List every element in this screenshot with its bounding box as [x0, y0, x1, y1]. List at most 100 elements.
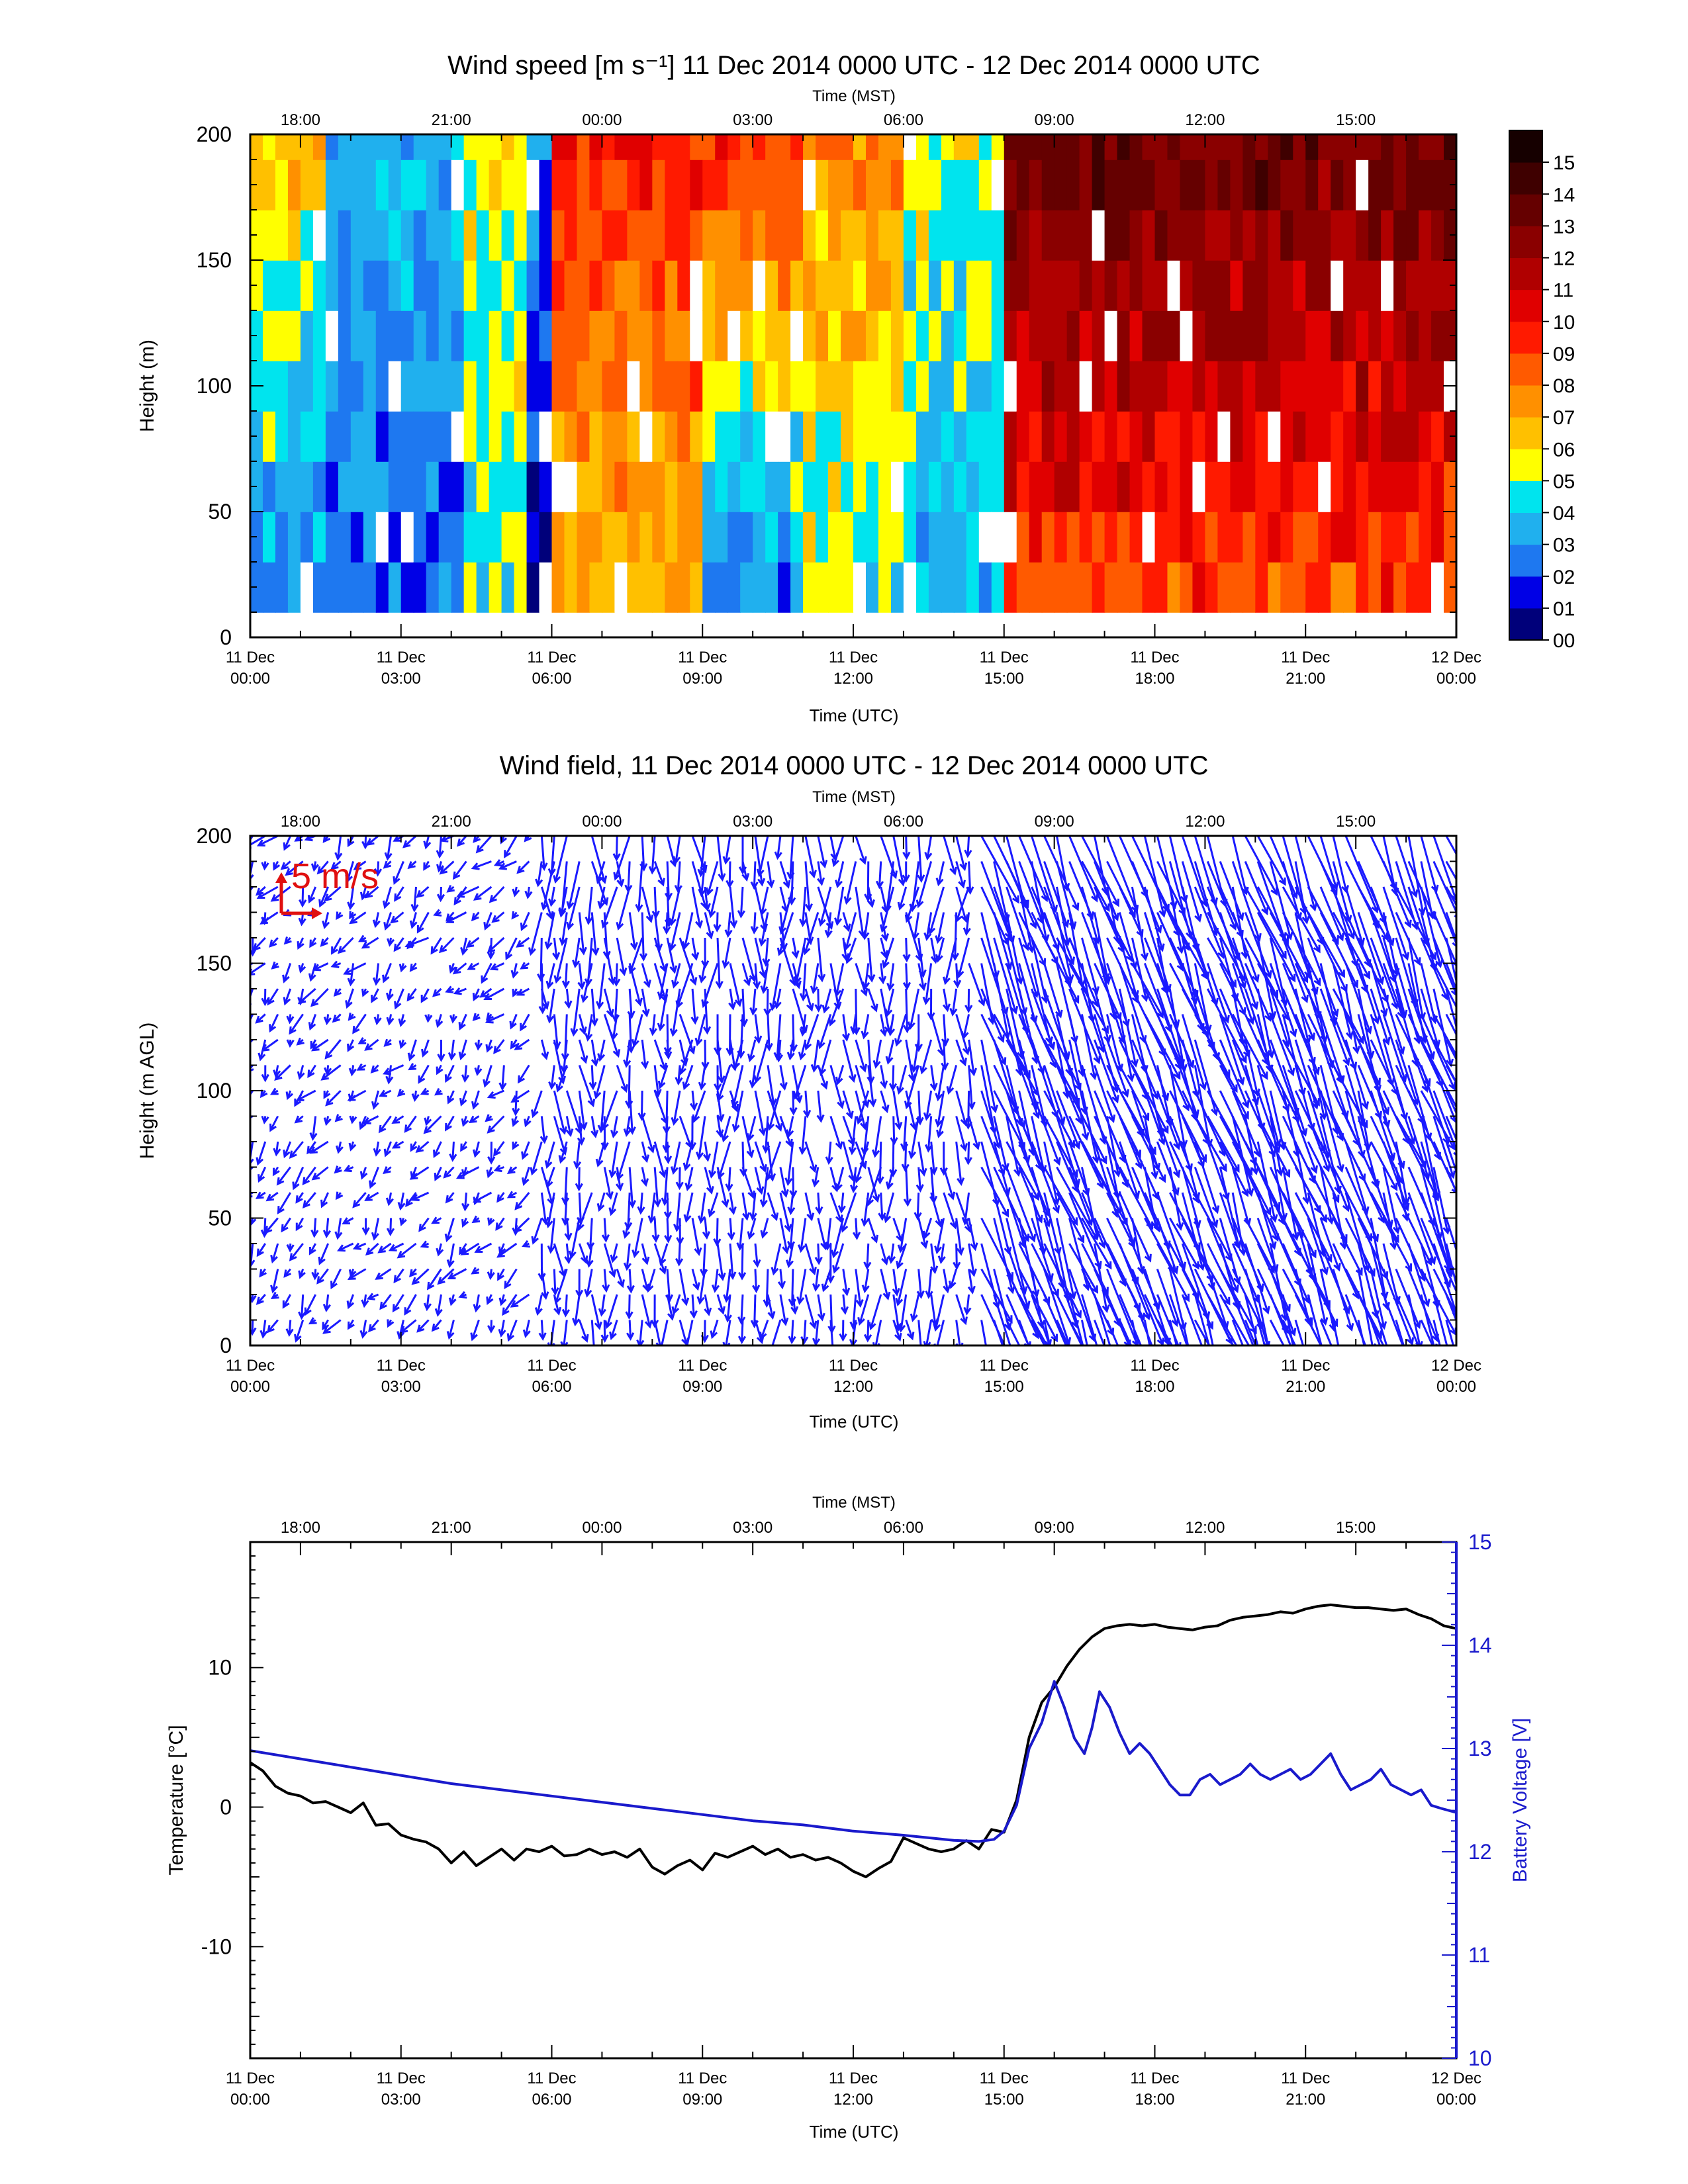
heatmap-cell [1117, 159, 1131, 210]
wind-vector-shaft [955, 886, 967, 921]
wind-vector-head [738, 1271, 747, 1281]
wind-vector-head [628, 966, 636, 975]
wind-vector-head [561, 1217, 570, 1226]
wind-vector-shaft [289, 1141, 304, 1158]
wind-vector [679, 1039, 688, 1067]
wind-vector-head [261, 997, 269, 1007]
wind-vector [600, 1320, 609, 1343]
wind-vector [968, 1116, 981, 1150]
wind-vector [751, 1269, 761, 1294]
wind-vector-head [474, 1246, 483, 1253]
wind-vector [726, 861, 734, 889]
wind-vector [491, 911, 505, 923]
wind-vector-head [861, 1285, 870, 1294]
wind-vector [540, 1039, 549, 1060]
wind-vector-head [343, 1164, 352, 1173]
wind-vector-shaft [615, 963, 618, 985]
heatmap-cell [853, 512, 867, 563]
wind-vector-head [883, 1214, 892, 1224]
wind-vector-head [702, 1026, 712, 1035]
wind-vector-head [481, 975, 489, 984]
wind-vector [842, 912, 851, 933]
wind-vector-head [958, 880, 966, 889]
wind-vector-head [539, 862, 548, 872]
wind-vector-shaft [955, 886, 970, 922]
wind-vector [661, 1167, 669, 1206]
wind-vector-head [1010, 1005, 1019, 1015]
wind-vector [347, 1319, 355, 1330]
wind-vector-shaft [754, 1014, 760, 1042]
wind-vector-head [711, 1284, 720, 1293]
wind-vector-head [737, 1050, 745, 1060]
heatmap-cell [816, 134, 829, 160]
wind-vector-shaft [641, 912, 645, 960]
wind-vector-head [297, 996, 306, 1005]
wind-vector [832, 1243, 845, 1274]
wind-vector [763, 1269, 771, 1308]
wind-vector-head [747, 1231, 755, 1240]
wind-vector-shaft [394, 886, 404, 901]
wind-vector-head [964, 1121, 972, 1130]
wind-vector-head [856, 1116, 864, 1125]
heatmap-cell [1167, 310, 1181, 361]
heatmap-cell [1029, 361, 1043, 412]
heatmap-cell [413, 512, 427, 563]
wind-vector-head [808, 870, 817, 879]
wind-vector [561, 1192, 570, 1226]
wind-vector [840, 1192, 857, 1233]
wind-vector-head [809, 1164, 818, 1173]
wind-vector-head [250, 1027, 251, 1028]
wind-vector-head [347, 1043, 355, 1052]
wind-vector-head [256, 839, 265, 847]
heatmap-cell [941, 159, 955, 210]
heatmap-cell [915, 461, 929, 512]
wind-vector [799, 886, 808, 927]
wind-vector [683, 1192, 694, 1223]
heatmap-cell [1205, 134, 1219, 160]
heatmap-cell [1318, 361, 1332, 412]
heatmap-cell [312, 562, 326, 613]
wind-vector-shaft [384, 1064, 404, 1075]
wind-vector-shaft [729, 1243, 734, 1279]
wind-vector [270, 1243, 279, 1264]
heatmap-cell [915, 411, 929, 462]
wind-vector [704, 912, 714, 940]
wind-vector [1081, 1217, 1112, 1270]
wind-vector [590, 861, 609, 906]
wind-vector [444, 1218, 455, 1243]
wind-vector-head [553, 1306, 562, 1316]
wind-vector-shaft [417, 1319, 430, 1332]
heatmap-cell [1142, 461, 1156, 512]
wind-vector-head [1058, 1116, 1066, 1126]
heatmap-cell [1104, 159, 1118, 210]
heatmap-cell [765, 361, 778, 412]
heatmap-cell [941, 361, 955, 412]
wind-vector [547, 836, 556, 877]
heatmap-cell [1381, 361, 1394, 412]
wind-vector-head [953, 1261, 961, 1271]
wind-vector [316, 1268, 329, 1285]
wind-vector-head [896, 1260, 904, 1269]
heatmap-cell [275, 361, 289, 412]
wind-vector-head [356, 1063, 365, 1071]
wind-vector-head [545, 1179, 553, 1189]
wind-vector [256, 1141, 267, 1166]
heatmap-cell [514, 134, 528, 160]
wind-vector [435, 1014, 444, 1028]
wind-vector-head [785, 1138, 793, 1148]
wind-vector [861, 1116, 870, 1156]
wind-vector-shaft [1081, 860, 1110, 911]
wind-vector [420, 1087, 430, 1095]
heatmap-cell [1092, 512, 1105, 563]
heatmap-cell [1167, 411, 1181, 462]
wind-vector-shaft [517, 860, 530, 874]
wind-vector [769, 963, 782, 1011]
wind-vector [943, 1192, 958, 1230]
wind-vector [487, 1217, 495, 1226]
wind-vector-head [902, 874, 910, 884]
wind-vector-head [393, 836, 402, 842]
wind-vector-shaft [967, 1141, 970, 1163]
wind-vector [444, 1115, 455, 1132]
heatmap-cell [1016, 260, 1030, 311]
wind-vector [817, 937, 826, 983]
